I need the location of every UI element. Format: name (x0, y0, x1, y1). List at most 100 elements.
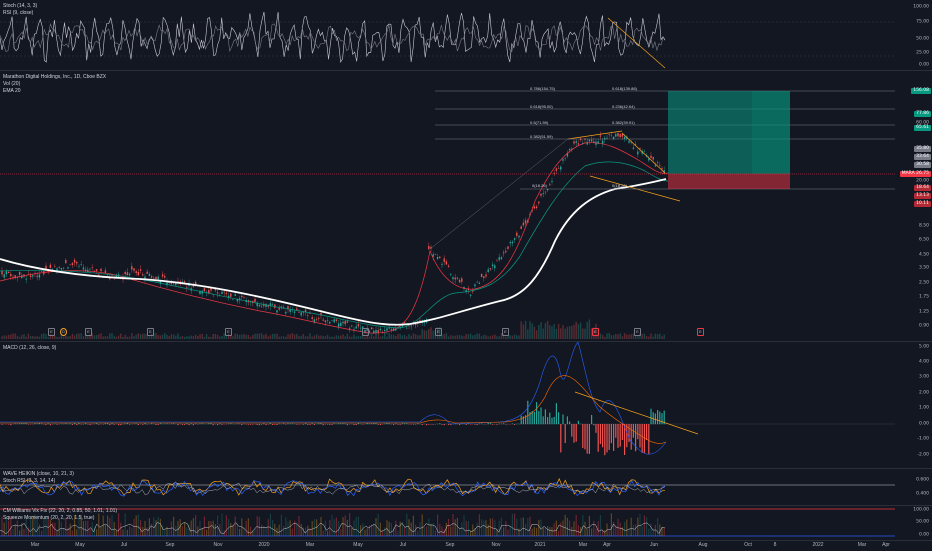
macd-bar (521, 416, 522, 425)
earnings-marker[interactable]: E (634, 328, 641, 336)
candle-body (226, 293, 227, 294)
squeeze-bar (127, 530, 128, 536)
candle-body (340, 323, 341, 326)
stoch-rsi-pane[interactable]: Stoch (14, 3, 3) RSI (9, close) 100.00 7… (0, 0, 932, 70)
volume-bar (562, 325, 563, 339)
squeeze-bar (430, 524, 431, 536)
candle-body (606, 138, 607, 139)
macd-legend[interactable]: MACD (12, 26, close, 9) (3, 345, 56, 352)
candle-body (204, 288, 205, 291)
volume-bar (604, 337, 605, 339)
earnings-marker[interactable]: E (85, 328, 92, 336)
volume-bar (578, 324, 579, 339)
volume-bar (34, 336, 35, 339)
candle-body (543, 193, 544, 194)
squeeze-bar (578, 525, 579, 536)
price-tag-stop: 10.11 (914, 201, 931, 207)
squeeze-bar (8, 521, 9, 536)
macd-bar (177, 424, 178, 425)
squeeze-bar (628, 529, 629, 536)
cm-tick: 50.00 (916, 520, 929, 525)
squeeze-bar (655, 525, 656, 536)
volume-bar (217, 335, 218, 339)
macd-bar (109, 424, 110, 425)
earnings-marker[interactable]: E (435, 328, 442, 336)
cm-legend[interactable]: CM Williams Vix Fix (22, 20, 2, 0.85, 50… (3, 508, 117, 522)
squeeze-bar (138, 514, 139, 536)
volume-bar (411, 336, 412, 339)
wavetrend-legend[interactable]: WAVE HEIKIN (close, 10, 21, 3) Stoch RSI… (3, 471, 74, 485)
squeeze-bar (166, 527, 167, 536)
earnings-marker[interactable]: E (362, 328, 369, 336)
squeeze-bar (17, 521, 18, 536)
squeeze-bar (466, 521, 467, 536)
macd-bar (26, 423, 27, 424)
candle-body (329, 322, 330, 324)
cm-squeeze-pane[interactable]: CM Williams Vix Fix (22, 20, 2, 0.85, 50… (0, 506, 932, 540)
volume-bar (371, 334, 372, 339)
volume-bar (664, 335, 665, 339)
stoch-price-axis[interactable]: 100.00 75.00 50.00 25.00 0.00 (894, 0, 932, 70)
symbol-title[interactable]: Marathon Digital Holdings, Inc., 1D, Cbo… (3, 74, 106, 81)
macd-bar (545, 409, 546, 424)
time-label: Aug (699, 542, 708, 548)
squeeze-bar (659, 524, 660, 536)
wavetrend-pane[interactable]: WAVE HEIKIN (close, 10, 21, 3) Stoch RSI… (0, 469, 932, 505)
macd-tick: 0.00 (919, 422, 929, 427)
volume-bar (327, 335, 328, 339)
squeeze-bar (521, 518, 522, 536)
macd-bar (613, 424, 614, 451)
volume-bar (67, 336, 68, 339)
macd-pane[interactable]: MACD (12, 26, close, 9) 5.00 4.00 3.00 2… (0, 342, 932, 468)
candle-body (644, 151, 645, 152)
cm-axis[interactable]: 100.00 50.00 0.00 (894, 506, 932, 540)
macd-bar (338, 423, 339, 424)
squeeze-bar (349, 513, 350, 536)
macd-bar (151, 423, 152, 424)
volume-bar (448, 337, 449, 339)
macd-bar (342, 423, 343, 424)
earnings-marker[interactable]: E (48, 328, 55, 336)
candle-body (389, 329, 390, 330)
macd-bar (347, 424, 348, 425)
macd-bar (578, 421, 579, 424)
earnings-marker[interactable]: E (502, 328, 509, 336)
squeeze-bar (204, 517, 205, 536)
macd-bar (142, 424, 143, 425)
volume-bar (160, 335, 161, 339)
time-label: Mar (579, 542, 588, 548)
volume-bar (648, 337, 649, 339)
price-axis[interactable]: 60.00 20.00 8.50 6.50 4.50 3.50 2.50 1.7… (894, 71, 932, 341)
earnings-marker[interactable]: E (697, 328, 704, 336)
candle-body (661, 168, 662, 169)
candle-body (512, 242, 513, 243)
macd-bar (362, 424, 363, 425)
macd-bar (595, 424, 596, 433)
earnings-marker[interactable]: E (225, 328, 232, 336)
candle-body (439, 257, 440, 258)
earnings-marker[interactable]: E (592, 328, 599, 336)
candle-body (67, 267, 68, 268)
squeeze-bar (587, 529, 588, 536)
volume-bar (21, 335, 22, 339)
macd-bar (560, 424, 561, 452)
time-axis[interactable]: Mar May Jul Sep Nov 2020 Mar May Jul Sep… (0, 540, 932, 551)
squeeze-bar (540, 519, 541, 536)
price-tick: 0.90 (919, 324, 929, 329)
price-chart (0, 71, 895, 341)
macd-histogram (1, 401, 664, 455)
macd-axis[interactable]: 5.00 4.00 3.00 2.00 1.00 0.00 -1.00 -2.0… (894, 342, 932, 468)
macd-bar (274, 424, 275, 425)
price-pane[interactable]: Marathon Digital Holdings, Inc., 1D, Cbo… (0, 71, 932, 341)
volume-bar (532, 323, 533, 339)
wavetrend-axis[interactable]: 0.600 0.400 (894, 469, 932, 505)
dividend-marker[interactable]: D (60, 328, 67, 336)
candle-body (186, 287, 187, 288)
price-legend[interactable]: Marathon Digital Holdings, Inc., 1D, Cbo… (3, 74, 106, 95)
volume-bar (158, 335, 159, 339)
earnings-marker[interactable]: E (147, 328, 154, 336)
stoch-legend[interactable]: Stoch (14, 3, 3) RSI (9, close) (3, 3, 37, 17)
volume-bar (545, 323, 546, 339)
macd-bar (312, 423, 313, 424)
volume-bar (584, 329, 585, 339)
